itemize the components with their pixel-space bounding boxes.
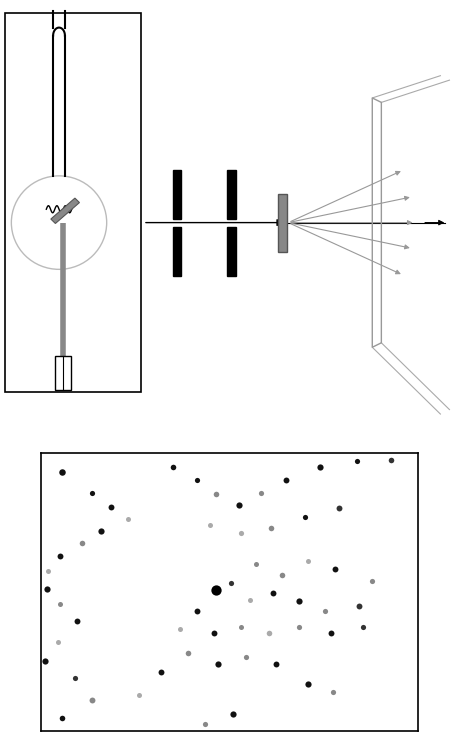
Point [211, 628, 218, 640]
Point [184, 647, 192, 659]
Point [177, 623, 184, 635]
Point [58, 466, 65, 478]
Point [388, 453, 395, 465]
Point [207, 519, 214, 531]
Polygon shape [278, 194, 287, 252]
Point [54, 636, 61, 648]
Point [354, 455, 361, 467]
Point [73, 615, 80, 627]
Point [237, 528, 244, 539]
Point [269, 587, 276, 599]
Point [278, 569, 286, 581]
Bar [227, 226, 236, 275]
Point [124, 513, 131, 525]
Point [71, 672, 79, 684]
Point [135, 689, 143, 700]
Point [229, 708, 237, 720]
Point [242, 651, 250, 663]
Point [212, 585, 220, 597]
Point [41, 655, 48, 667]
Point [265, 628, 272, 640]
Point [252, 558, 259, 570]
Bar [173, 226, 181, 275]
Point [360, 620, 367, 632]
Polygon shape [51, 198, 79, 223]
Point [158, 666, 165, 678]
Bar [55, 356, 71, 390]
Point [316, 461, 323, 473]
Point [79, 537, 86, 549]
Point [212, 488, 220, 500]
Point [193, 475, 201, 487]
Point [305, 677, 312, 689]
Bar [227, 170, 236, 219]
Point [247, 594, 254, 606]
Point [258, 487, 265, 499]
Bar [173, 170, 181, 219]
Point [58, 712, 65, 724]
Point [44, 565, 51, 577]
Point [214, 658, 222, 670]
Point [282, 475, 290, 487]
Point [201, 718, 208, 730]
Point [335, 502, 342, 514]
Point [273, 658, 280, 670]
Point [227, 577, 235, 589]
Bar [5, 13, 141, 392]
Point [169, 461, 176, 473]
Point [322, 605, 329, 617]
Point [355, 600, 363, 611]
Point [237, 620, 244, 632]
Point [56, 550, 64, 562]
Point [98, 525, 105, 536]
Point [301, 510, 308, 522]
Point [296, 596, 303, 608]
Point [296, 620, 303, 632]
Point [267, 522, 274, 533]
Point [327, 628, 335, 640]
Point [56, 598, 64, 610]
Point [88, 487, 95, 499]
Point [43, 583, 50, 595]
Point [305, 555, 312, 567]
Point [88, 695, 95, 706]
Point [107, 501, 114, 513]
Point [235, 499, 242, 511]
Point [369, 574, 376, 586]
Point [193, 605, 201, 617]
Point [329, 686, 336, 697]
Point [331, 564, 338, 576]
